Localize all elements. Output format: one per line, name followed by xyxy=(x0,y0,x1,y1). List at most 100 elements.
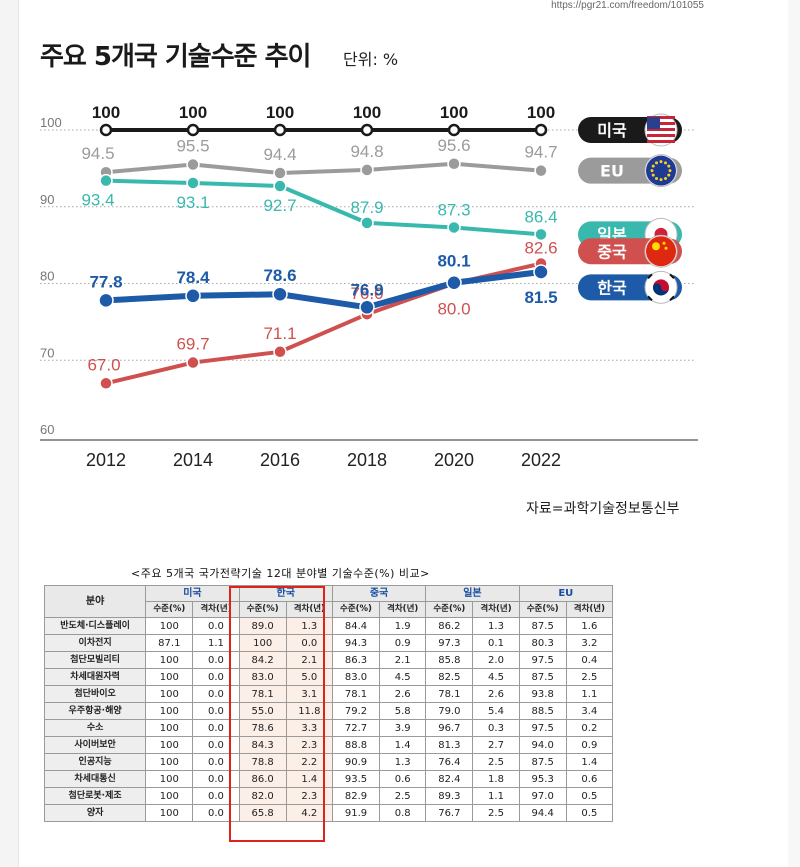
level-cell: 100 xyxy=(145,651,194,669)
level-cell: 87.5 xyxy=(518,668,567,686)
level-cell: 76.7 xyxy=(425,804,474,822)
data-label-china: 71.1 xyxy=(263,324,296,343)
level-cell: 84.3 xyxy=(238,736,287,754)
data-point-us xyxy=(447,123,461,137)
gap-cell: 5.0 xyxy=(285,668,333,686)
table-row: 인공지능 100 0.0 78.8 2.2 90.9 1.3 76.4 2.5 87.5 1.4 xyxy=(43,753,614,771)
gap-cell: 2.5 xyxy=(472,804,520,822)
gap-cell: 1.3 xyxy=(285,617,333,635)
data-point-japan xyxy=(186,176,200,190)
level-cell: 94.0 xyxy=(518,736,567,754)
eu-flag-star xyxy=(664,176,667,180)
level-cell: 83.0 xyxy=(238,668,287,686)
gap-cell: 1.1 xyxy=(565,685,614,703)
level-cell: 83.0 xyxy=(331,668,381,686)
gap-cell: 2.7 xyxy=(472,736,520,754)
legend-label-china: 중국 xyxy=(597,242,627,261)
gap-cell: 2.5 xyxy=(472,753,520,771)
data-point-us xyxy=(534,123,548,137)
table-row: 이차전지 87.1 1.1 100 0.0 94.3 0.9 97.3 0.1 80.3 3.2 xyxy=(43,634,614,652)
level-cell: 100 xyxy=(145,719,194,737)
gap-cell: 0.0 xyxy=(192,617,240,635)
data-label-us: 100 xyxy=(440,103,468,122)
gap-cell: 0.6 xyxy=(565,770,614,788)
eu-flag-star xyxy=(651,173,655,177)
level-cell: 80.3 xyxy=(518,634,567,652)
korea-flag-trigram xyxy=(669,273,675,280)
level-cell: 78.8 xyxy=(238,753,287,771)
eu-flag-field xyxy=(646,155,676,186)
source-url[interactable]: https://pgr21.com/freedom/101055 xyxy=(551,0,704,11)
korea-flag-trigram xyxy=(669,295,675,302)
data-label-japan: 87.9 xyxy=(350,198,383,217)
eu-flag-star xyxy=(667,173,671,177)
level-cell: 87.5 xyxy=(518,753,567,771)
sub-header-gap: 격차(년) xyxy=(565,601,614,618)
level-cell: 100 xyxy=(145,702,194,720)
data-label-japan: 92.7 xyxy=(263,196,296,215)
sub-header-level: 수준(%) xyxy=(331,601,381,618)
gap-cell: 2.1 xyxy=(379,651,427,669)
series-line-japan xyxy=(104,178,543,237)
field-name: 차세대통신 xyxy=(43,770,147,788)
gap-cell: 2.5 xyxy=(379,787,427,805)
gap-cell: 0.0 xyxy=(192,702,240,720)
field-name: 우주항공·해양 xyxy=(43,702,147,720)
level-cell: 95.3 xyxy=(518,770,567,788)
data-point-eu xyxy=(534,163,548,178)
level-cell: 78.1 xyxy=(425,685,474,703)
field-name: 반도체·디스플레이 xyxy=(43,617,147,635)
field-name: 사이버보안 xyxy=(43,736,147,754)
level-cell: 82.9 xyxy=(331,787,381,805)
level-cell: 89.0 xyxy=(238,617,287,635)
data-label-korea: 78.4 xyxy=(176,268,210,287)
sub-header-level: 수준(%) xyxy=(425,601,474,618)
data-point-china xyxy=(186,355,200,370)
level-cell: 90.9 xyxy=(331,753,381,771)
gap-cell: 0.0 xyxy=(192,668,240,686)
us-flag-stripe xyxy=(647,134,675,137)
gap-cell: 1.6 xyxy=(565,617,614,635)
legend-label-korea: 한국 xyxy=(597,278,627,297)
data-label-eu: 94.8 xyxy=(350,142,383,161)
level-cell: 93.8 xyxy=(518,685,567,703)
level-cell: 89.3 xyxy=(425,787,474,805)
gap-cell: 0.9 xyxy=(379,634,427,652)
gap-cell: 1.3 xyxy=(379,753,427,771)
gap-cell: 0.0 xyxy=(192,753,240,771)
data-point-korea xyxy=(446,274,462,291)
gap-cell: 2.6 xyxy=(379,685,427,703)
data-point-korea xyxy=(533,264,549,280)
line-chart: 60 70 80 90 100 2012 2014 2016 2018 2020 2022 94.5 9… xyxy=(40,103,698,470)
us-flag-stripe xyxy=(647,140,675,143)
gap-cell: 1.9 xyxy=(379,617,427,635)
level-cell: 93.5 xyxy=(331,770,381,788)
gap-cell: 2.3 xyxy=(285,736,333,754)
data-label-china: 76.0 xyxy=(350,284,383,303)
level-cell: 78.6 xyxy=(238,719,287,737)
data-point-korea xyxy=(185,288,201,304)
gap-cell: 2.6 xyxy=(472,685,520,703)
field-name: 이차전지 xyxy=(43,634,147,652)
field-name: 인공지능 xyxy=(43,753,147,771)
x-tick-label: 2016 xyxy=(260,450,300,470)
china-flag-star xyxy=(652,242,660,251)
table-row: 수소 100 0.0 78.6 3.3 72.7 3.9 96.7 0.3 97.5 0.2 xyxy=(43,719,614,737)
data-label-us: 100 xyxy=(527,103,555,122)
data-label-us: 100 xyxy=(179,103,207,122)
gap-cell: 0.0 xyxy=(192,685,240,703)
data-label-us: 100 xyxy=(266,103,294,122)
level-cell: 94.3 xyxy=(331,634,381,652)
data-point-japan xyxy=(447,220,461,235)
gap-cell: 0.0 xyxy=(192,804,240,822)
y-tick-label: 60 xyxy=(40,422,54,437)
data-point-us xyxy=(360,123,374,137)
eu-flag-star xyxy=(659,160,663,164)
gap-cell: 5.8 xyxy=(379,702,427,720)
data-label-eu: 95.6 xyxy=(437,136,470,155)
data-label-us: 100 xyxy=(92,103,120,122)
gap-cell: 2.3 xyxy=(285,787,333,805)
us-flag-stripe xyxy=(647,128,675,131)
data-point-eu xyxy=(273,166,287,180)
gap-cell: 0.0 xyxy=(192,770,240,788)
